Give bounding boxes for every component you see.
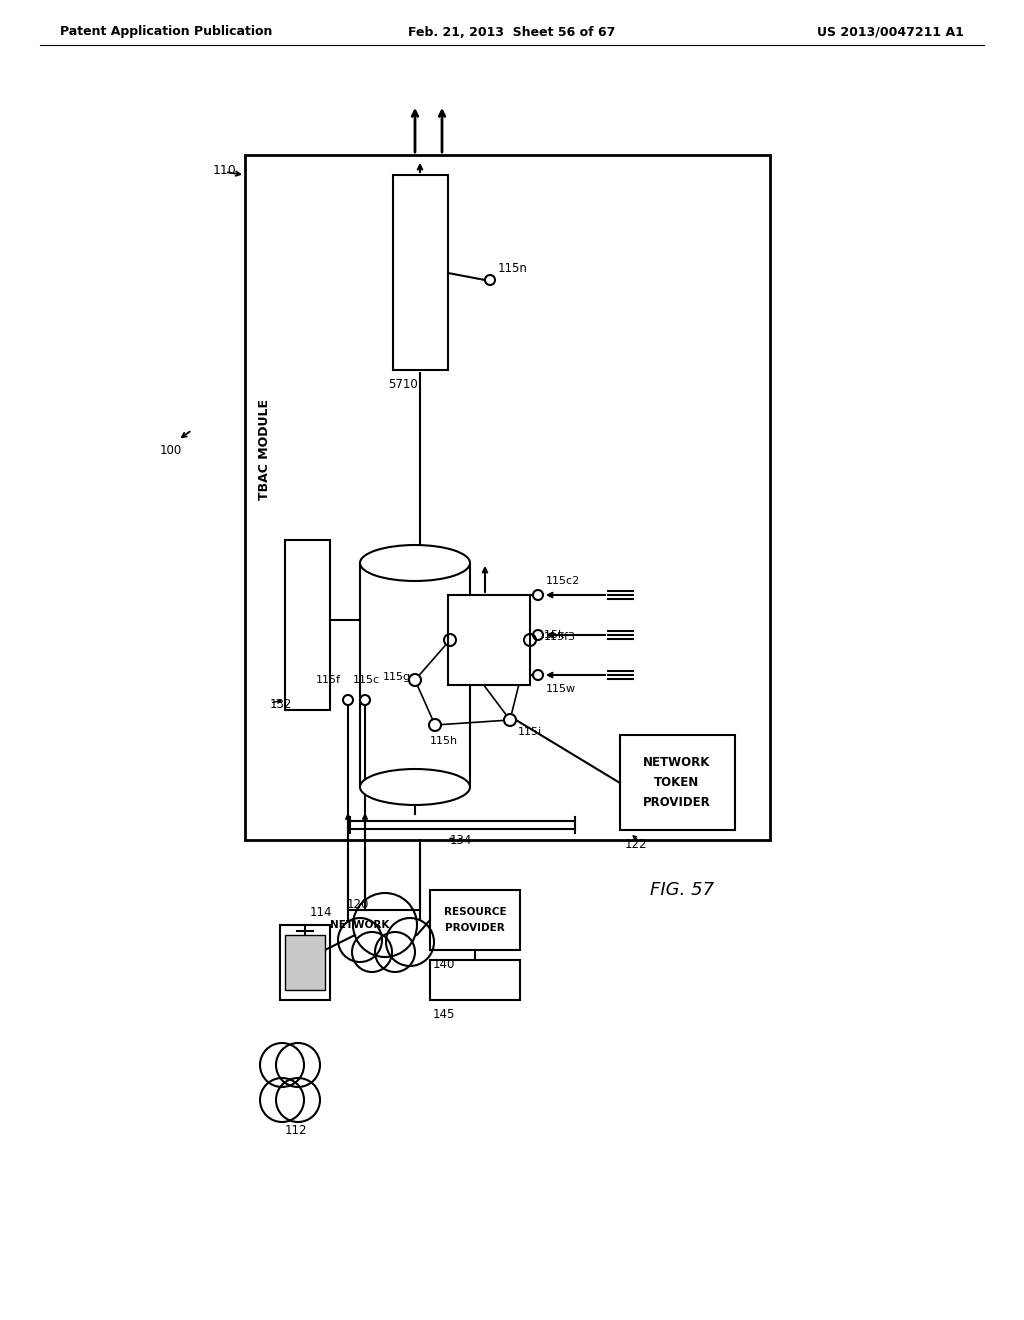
- Text: NETWORK: NETWORK: [331, 920, 390, 931]
- Text: 134: 134: [450, 833, 472, 846]
- Text: 132: 132: [270, 698, 293, 711]
- Circle shape: [276, 1078, 319, 1122]
- Text: 115i: 115i: [518, 727, 542, 737]
- Circle shape: [444, 634, 456, 645]
- FancyBboxPatch shape: [360, 564, 470, 787]
- FancyBboxPatch shape: [285, 540, 330, 710]
- Text: 5710: 5710: [388, 378, 418, 391]
- Circle shape: [534, 630, 543, 640]
- Text: 115h: 115h: [430, 737, 458, 746]
- Circle shape: [352, 932, 392, 972]
- FancyBboxPatch shape: [393, 176, 449, 370]
- FancyBboxPatch shape: [430, 960, 520, 1001]
- Text: 114: 114: [310, 907, 333, 920]
- Text: FIG. 57: FIG. 57: [650, 880, 714, 899]
- Circle shape: [260, 1078, 304, 1122]
- Text: 100: 100: [160, 444, 182, 457]
- Text: 115f3: 115f3: [544, 632, 575, 642]
- Circle shape: [353, 894, 417, 957]
- Text: 115g: 115g: [383, 672, 411, 682]
- FancyBboxPatch shape: [430, 890, 520, 950]
- FancyBboxPatch shape: [285, 935, 325, 990]
- Circle shape: [338, 917, 382, 962]
- Text: 115w: 115w: [546, 684, 577, 694]
- Circle shape: [504, 714, 516, 726]
- Text: ENCRYPTION: ENCRYPTION: [452, 635, 526, 645]
- Text: 145: 145: [433, 1007, 456, 1020]
- FancyBboxPatch shape: [245, 154, 770, 840]
- Circle shape: [485, 275, 495, 285]
- Text: NETWORK: NETWORK: [643, 756, 711, 770]
- Circle shape: [343, 696, 353, 705]
- FancyBboxPatch shape: [449, 595, 530, 685]
- Text: TBAC MODULE: TBAC MODULE: [258, 400, 271, 500]
- Text: 115c: 115c: [353, 675, 380, 685]
- Text: PROVIDER: PROVIDER: [643, 796, 711, 809]
- Text: Feb. 21, 2013  Sheet 56 of 67: Feb. 21, 2013 Sheet 56 of 67: [409, 25, 615, 38]
- Text: 5730: 5730: [367, 785, 396, 799]
- Text: 115j: 115j: [452, 620, 476, 631]
- Text: 110: 110: [213, 164, 237, 177]
- Circle shape: [386, 917, 434, 966]
- FancyBboxPatch shape: [620, 735, 735, 830]
- Circle shape: [276, 1043, 319, 1086]
- Text: 115k: 115k: [538, 630, 565, 640]
- Text: 120: 120: [347, 899, 370, 912]
- Ellipse shape: [360, 770, 470, 805]
- FancyBboxPatch shape: [280, 925, 330, 1001]
- Text: RESOURCE: RESOURCE: [443, 907, 506, 917]
- Circle shape: [524, 634, 536, 645]
- Text: 115f: 115f: [316, 675, 341, 685]
- Circle shape: [534, 671, 543, 680]
- Text: 112: 112: [285, 1123, 307, 1137]
- Text: 115n: 115n: [498, 261, 528, 275]
- Circle shape: [360, 696, 370, 705]
- Ellipse shape: [360, 545, 470, 581]
- Text: PROVIDER: PROVIDER: [445, 923, 505, 933]
- Circle shape: [409, 675, 421, 686]
- Text: Patent Application Publication: Patent Application Publication: [60, 25, 272, 38]
- Text: 140: 140: [433, 957, 456, 970]
- Text: TOKEN: TOKEN: [654, 776, 699, 789]
- Circle shape: [260, 1043, 304, 1086]
- Circle shape: [429, 719, 441, 731]
- Text: US 2013/0047211 A1: US 2013/0047211 A1: [817, 25, 964, 38]
- Circle shape: [534, 590, 543, 601]
- Circle shape: [375, 932, 415, 972]
- Text: 122: 122: [625, 837, 647, 850]
- Text: 115c2: 115c2: [546, 576, 581, 586]
